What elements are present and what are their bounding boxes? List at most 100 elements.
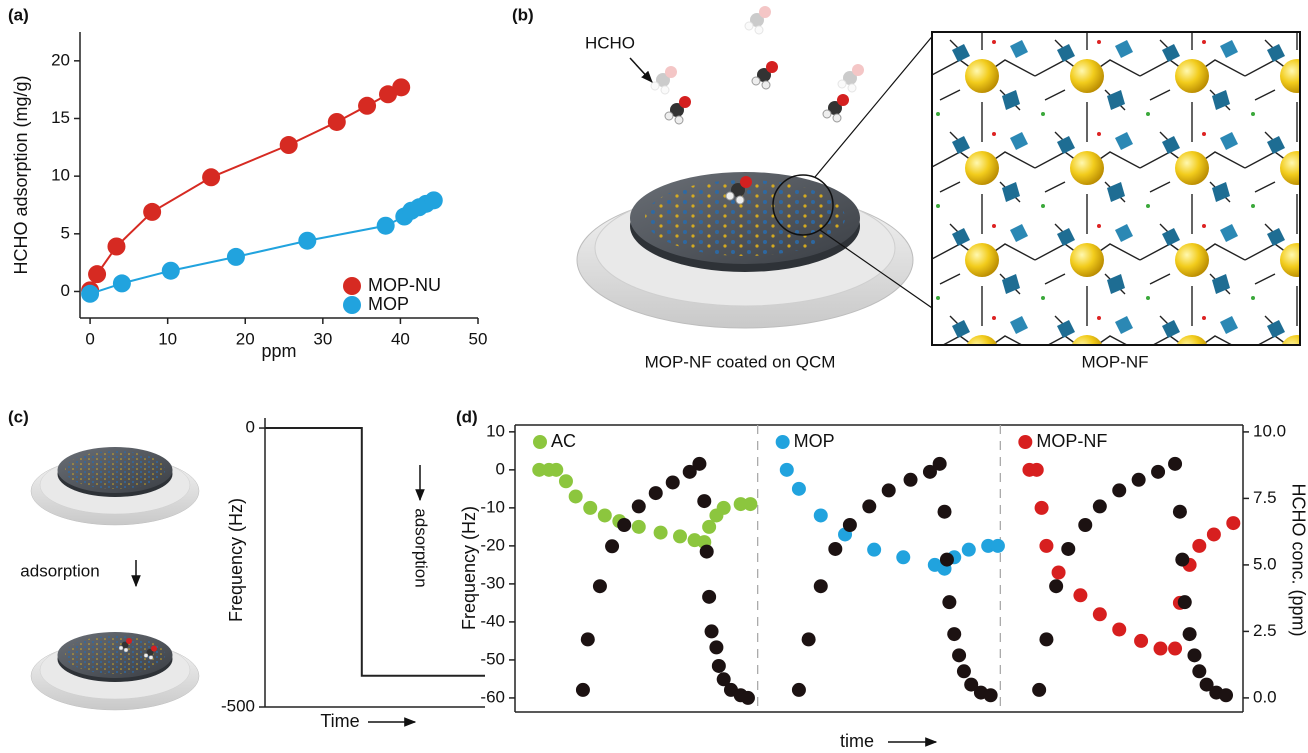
data-point — [962, 543, 976, 557]
data-point — [227, 248, 245, 266]
data-point — [598, 508, 612, 522]
data-point — [904, 473, 918, 487]
y-tick-label: -40 — [480, 611, 505, 630]
data-point — [1192, 664, 1206, 678]
caption: MOP-NF coated on QCM — [645, 352, 836, 371]
x-tick-label: 50 — [469, 329, 488, 348]
data-point — [559, 474, 573, 488]
data-point — [1178, 595, 1192, 609]
y2-tick-label: 10.0 — [1253, 421, 1286, 440]
data-point — [709, 640, 723, 654]
y-axis-label: Frequency (Hz) — [459, 506, 479, 630]
molecule-label: HCHO — [585, 33, 635, 52]
data-point — [938, 505, 952, 519]
data-point — [1112, 483, 1126, 497]
data-point — [882, 483, 896, 497]
data-point — [717, 501, 731, 515]
panel-label: (d) — [456, 407, 478, 426]
data-point — [88, 265, 106, 283]
data-point — [1134, 634, 1148, 648]
data-point — [741, 691, 755, 705]
data-point — [1073, 588, 1087, 602]
panel-label: (a) — [8, 5, 29, 24]
data-point — [569, 489, 583, 503]
legend-label: MOP-NU — [368, 275, 441, 295]
data-point — [1078, 518, 1092, 532]
data-point — [328, 113, 346, 131]
data-point — [392, 78, 410, 96]
data-point — [1093, 499, 1107, 513]
panel-label: (b) — [512, 5, 534, 24]
x-axis-label: time — [840, 731, 874, 751]
data-point — [705, 624, 719, 638]
data-point — [991, 539, 1005, 553]
legend-marker — [533, 435, 547, 449]
x-axis-label: ppm — [261, 341, 296, 361]
figure: (b) HCHO MOP-NF coated on QCM MOP-NF ads… — [0, 0, 1308, 753]
data-point — [896, 550, 910, 564]
data-point — [1207, 527, 1221, 541]
data-point — [1151, 465, 1165, 479]
y-tick-label: -50 — [480, 649, 505, 668]
data-point — [1183, 627, 1197, 641]
y-axis-label: HCHO adsorption (mg/g) — [11, 75, 31, 274]
data-point — [940, 553, 954, 567]
x-tick-label: 0 — [85, 329, 94, 348]
molecule-arrow — [630, 58, 652, 82]
data-point — [843, 518, 857, 532]
y-tick-label: 10 — [486, 421, 505, 440]
qcm-disc — [577, 172, 913, 328]
data-point — [581, 632, 595, 646]
data-point — [107, 238, 125, 256]
y-tick-label: 0 — [496, 459, 505, 478]
y-tick-label: 10 — [51, 166, 70, 185]
data-point — [298, 232, 316, 250]
data-point — [1039, 539, 1053, 553]
y-tick-label: -20 — [480, 535, 505, 554]
qcm-disc — [31, 632, 199, 710]
crystal-structure — [932, 32, 1300, 345]
data-line — [90, 87, 401, 290]
data-point — [1219, 688, 1233, 702]
legend-marker — [776, 435, 790, 449]
data-point — [1049, 579, 1063, 593]
data-point — [1173, 505, 1187, 519]
data-point — [814, 508, 828, 522]
data-point — [425, 191, 443, 209]
data-point — [1052, 565, 1066, 579]
data-point — [632, 520, 646, 534]
x-tick-label: 40 — [391, 329, 410, 348]
data-point — [867, 543, 881, 557]
legend-label: AC — [551, 431, 576, 451]
x-tick-label: 20 — [236, 329, 255, 348]
data-point — [1093, 607, 1107, 621]
y-tick-label: -10 — [480, 497, 505, 516]
y-axis-label: Frequency (Hz) — [226, 498, 246, 622]
data-point — [1226, 516, 1240, 530]
data-point — [1175, 553, 1189, 567]
data-point — [792, 683, 806, 697]
data-point — [802, 632, 816, 646]
data-point — [549, 463, 563, 477]
x-tick-label: 30 — [313, 329, 332, 348]
data-point — [1187, 648, 1201, 662]
data-point — [814, 579, 828, 593]
legend-marker — [343, 277, 361, 295]
caption: MOP-NF — [1081, 352, 1148, 371]
y2-tick-label: 7.5 — [1253, 488, 1277, 507]
data-point — [1132, 473, 1146, 487]
annotation: adsorption — [412, 508, 431, 587]
data-point — [828, 542, 842, 556]
y-tick-label: -30 — [480, 573, 505, 592]
legend-marker — [1018, 435, 1032, 449]
data-point — [1168, 642, 1182, 656]
step-label: adsorption — [20, 561, 99, 580]
data-point — [952, 648, 966, 662]
y-tick-label: 5 — [61, 223, 70, 242]
data-point — [697, 494, 711, 508]
data-point — [617, 518, 631, 532]
data-point — [358, 97, 376, 115]
data-point — [1032, 683, 1046, 697]
data-point — [700, 545, 714, 559]
data-point — [666, 475, 680, 489]
